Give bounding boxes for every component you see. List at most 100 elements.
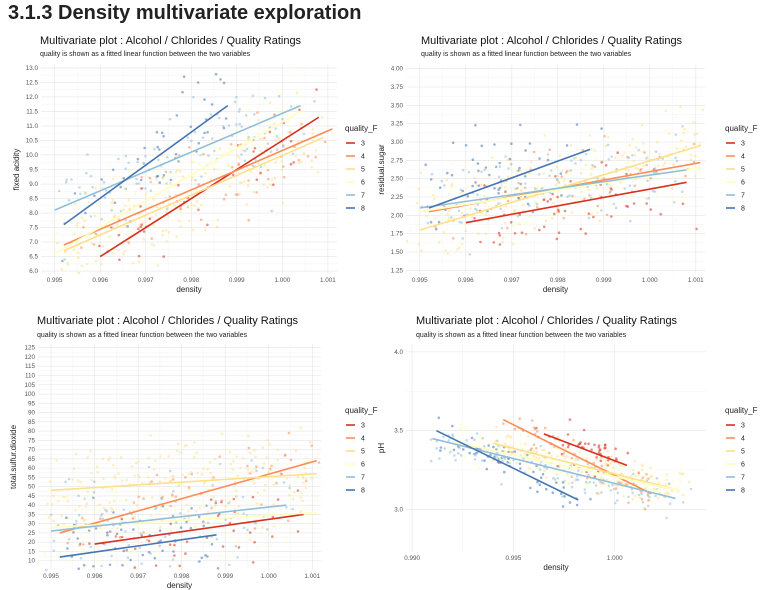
chart-subtitle: quality is shown as a fitted linear func… — [416, 332, 627, 339]
scatter-point — [650, 145, 653, 149]
scatter-point — [470, 436, 474, 440]
scatter-point — [584, 152, 588, 156]
scatter-point — [230, 165, 234, 169]
legend-title: quality_F — [725, 406, 758, 415]
scatter-point — [589, 497, 592, 501]
scatter-point — [520, 231, 524, 234]
scatter-point — [451, 141, 455, 145]
scatter-point — [631, 137, 634, 141]
scatter-point — [549, 198, 552, 201]
y-tick-label: 65 — [28, 456, 36, 463]
scatter-point — [533, 426, 536, 429]
scatter-point — [102, 477, 105, 481]
scatter-point — [108, 530, 112, 533]
y-axis-label: pH — [377, 443, 386, 453]
scatter-point — [254, 467, 257, 471]
scatter-point — [254, 517, 258, 521]
y-tick-label: 70 — [28, 447, 36, 454]
scatter-point — [458, 436, 462, 440]
scatter-point — [271, 131, 275, 134]
scatter-point — [167, 230, 171, 234]
scatter-point — [547, 451, 551, 455]
scatter-point — [578, 450, 582, 454]
scatter-point — [276, 90, 280, 93]
scatter-point — [288, 494, 291, 497]
scatter-point — [156, 174, 160, 178]
scatter-point — [70, 221, 73, 224]
scatter-point — [253, 147, 257, 150]
scatter-point — [519, 123, 522, 127]
scatter-point — [587, 188, 590, 192]
legend-label: 3 — [741, 141, 745, 148]
scatter-point — [596, 481, 600, 485]
scatter-point — [236, 512, 240, 515]
legend-title: quality_F — [345, 406, 378, 415]
scatter-point — [216, 514, 220, 517]
scatter-point — [516, 221, 520, 225]
scatter-point — [414, 217, 417, 221]
x-tick-label: 1.001 — [688, 277, 704, 284]
scatter-point — [169, 504, 172, 508]
scatter-point — [596, 177, 599, 180]
scatter-point — [609, 489, 613, 492]
scatter-point — [561, 481, 565, 484]
scatter-point — [555, 237, 559, 241]
scatter-point — [451, 433, 454, 436]
scatter-point — [299, 496, 302, 499]
scatter-point — [201, 500, 205, 503]
scatter-point — [647, 477, 650, 480]
scatter-point — [660, 474, 664, 477]
scatter-point — [654, 150, 658, 153]
scatter-point — [627, 194, 631, 198]
scatter-point — [619, 464, 623, 468]
scatter-point — [481, 437, 485, 440]
scatter-point — [193, 130, 197, 134]
scatter-point — [267, 470, 270, 474]
scatter-point — [99, 514, 103, 517]
scatter-point — [579, 227, 583, 231]
scatter-point — [572, 474, 575, 478]
scatter-point — [138, 546, 142, 550]
scatter-point — [476, 162, 480, 165]
scatter-point — [500, 160, 504, 163]
scatter-point — [460, 211, 464, 215]
scatter-point — [197, 141, 201, 145]
scatter-point — [210, 542, 214, 546]
scatter-point — [266, 168, 270, 172]
y-tick-label: 7.5 — [29, 225, 38, 232]
scatter-point — [268, 443, 271, 446]
scatter-point — [116, 527, 119, 530]
scatter-point — [600, 491, 603, 494]
scatter-point — [142, 162, 146, 165]
scatter-point — [208, 141, 211, 144]
scatter-point — [253, 126, 256, 129]
scatter-point — [570, 211, 573, 214]
scatter-point — [648, 495, 651, 499]
scatter-point — [647, 499, 650, 502]
scatter-point — [557, 210, 561, 213]
scatter-point — [557, 483, 560, 486]
x-tick-label: 0.999 — [596, 277, 612, 284]
scatter-point — [417, 187, 420, 191]
scatter-point — [206, 130, 209, 134]
scatter-point — [240, 181, 243, 184]
scatter-point — [237, 538, 240, 542]
scatter-point — [631, 491, 634, 495]
fit-line-quality-5 — [51, 472, 317, 492]
scatter-point — [196, 207, 200, 210]
scatter-point — [568, 501, 572, 504]
scatter-point — [464, 144, 468, 147]
scatter-point — [560, 175, 564, 178]
scatter-point — [250, 170, 253, 173]
scatter-point — [275, 135, 279, 138]
scatter-point — [100, 217, 104, 221]
scatter-point — [575, 478, 578, 481]
scatter-point — [174, 193, 177, 196]
scatter-point — [603, 447, 606, 450]
x-tick-label: 0.997 — [504, 277, 520, 284]
scatter-point — [243, 500, 247, 504]
scatter-point — [640, 123, 644, 127]
scatter-point — [215, 537, 219, 541]
scatter-point — [643, 151, 646, 154]
scatter-point — [169, 181, 172, 185]
